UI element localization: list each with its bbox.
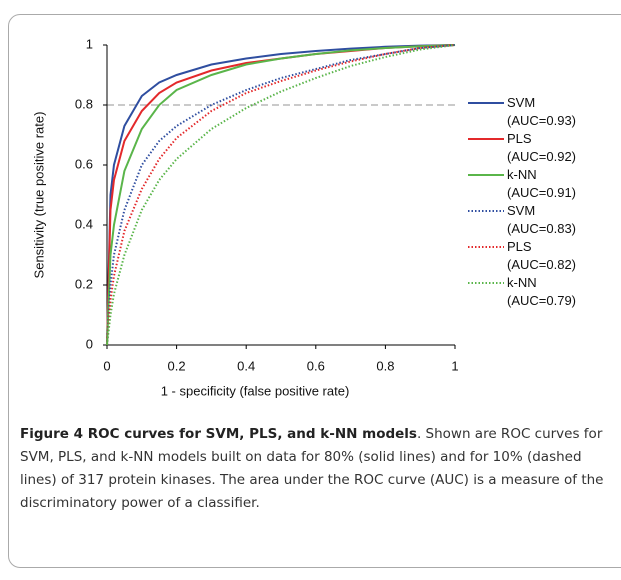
legend-entry: SVM (AUC=0.83) — [507, 203, 576, 236]
x-tick-label: 1 — [451, 358, 458, 373]
y-tick-label: 1 — [86, 36, 93, 51]
roc-curve — [106, 44, 456, 346]
x-tick-label: 0.4 — [237, 358, 255, 373]
y-tick-label: 0.6 — [75, 156, 93, 171]
x-axis-label: 1 - specificity (false positive rate) — [161, 383, 350, 398]
x-tick-label: 0.2 — [168, 358, 186, 373]
legend-entry: k-NN (AUC=0.79) — [507, 275, 576, 308]
legend-entry: PLS (AUC=0.92) — [507, 131, 576, 164]
roc-curve — [106, 44, 456, 346]
chart: 1 - specificity (false positive rate) Se… — [31, 36, 504, 398]
x-tick-label: 0.8 — [376, 358, 394, 373]
x-tick-label: 0 — [103, 358, 110, 373]
roc-curve — [106, 44, 456, 346]
x-tick-label: 0.6 — [307, 358, 325, 373]
legend: SVM (AUC=0.93) PLS (AUC=0.92) k-NN (AUC=0.… — [507, 94, 591, 310]
legend-entry: k-NN (AUC=0.91) — [507, 167, 576, 200]
legend-entry: PLS (AUC=0.82) — [507, 239, 576, 272]
caption-label: Figure 4 ROC curves for SVM, PLS, and k-… — [20, 426, 417, 442]
y-axis-label: Sensitivity (true positive rate) — [31, 112, 46, 279]
figure-frame — [8, 14, 621, 568]
y-tick-label: 0 — [86, 336, 93, 351]
roc-curve — [106, 44, 456, 346]
caption: Figure 4 ROC curves for SVM, PLS, and k-… — [20, 423, 606, 515]
legend-entry: SVM (AUC=0.93) — [507, 95, 576, 128]
y-tick-label: 0.8 — [75, 96, 93, 111]
roc-curve — [106, 44, 456, 346]
y-tick-label: 0.4 — [75, 216, 93, 231]
caption-text: . Shown are ROC curves for SVM, PLS, and… — [20, 426, 604, 511]
y-tick-label: 0.2 — [75, 276, 93, 291]
roc-curve — [106, 44, 456, 346]
